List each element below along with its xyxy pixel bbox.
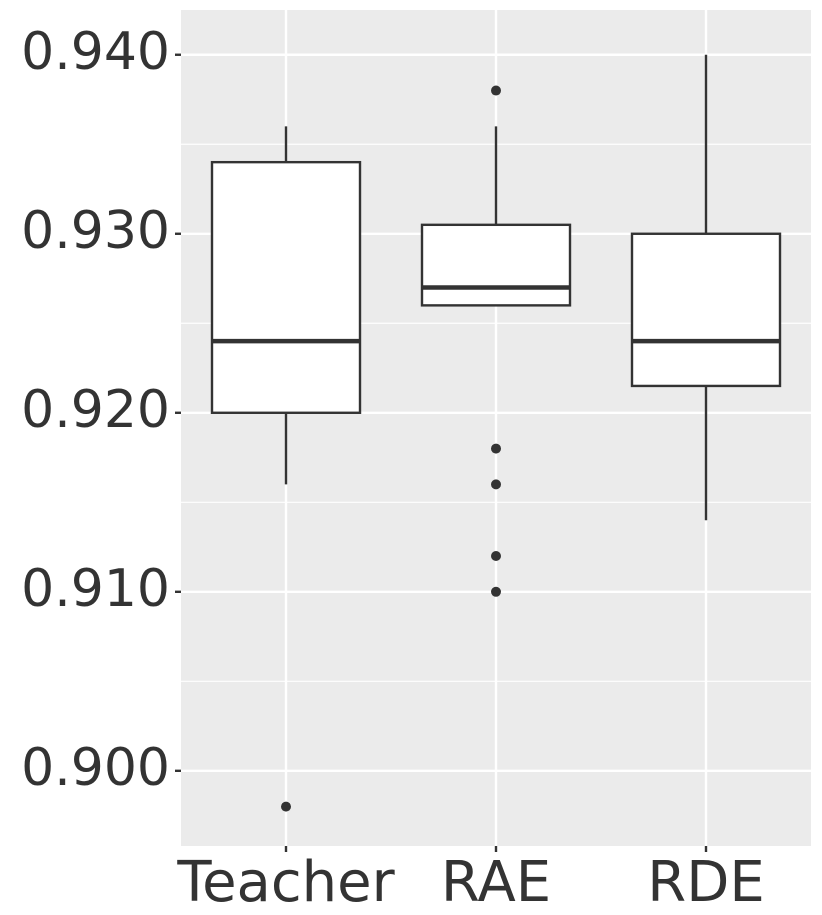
y-tick-label: 0.930 bbox=[21, 201, 170, 261]
box-iqr bbox=[630, 232, 782, 388]
x-tick-label-rae: RAE bbox=[441, 850, 551, 915]
outlier-point bbox=[491, 586, 501, 597]
box-rae bbox=[420, 85, 572, 597]
y-tick-label: 0.900 bbox=[21, 738, 170, 798]
outlier-point bbox=[491, 550, 501, 561]
outlier-point bbox=[491, 443, 501, 454]
outlier-point bbox=[491, 479, 501, 490]
y-tick-label: 0.920 bbox=[21, 380, 170, 440]
outlier-point bbox=[491, 85, 501, 96]
y-tick-label: 0.910 bbox=[21, 559, 170, 619]
box-iqr bbox=[420, 223, 572, 307]
x-tick-label-rde: RDE bbox=[647, 850, 764, 915]
box-rde bbox=[630, 54, 782, 521]
box-iqr bbox=[210, 160, 362, 414]
box-teacher bbox=[210, 126, 362, 812]
x-tick-label-teacher: Teacher bbox=[176, 850, 395, 915]
outlier-point bbox=[281, 801, 291, 812]
y-tick-label: 0.940 bbox=[21, 22, 170, 82]
